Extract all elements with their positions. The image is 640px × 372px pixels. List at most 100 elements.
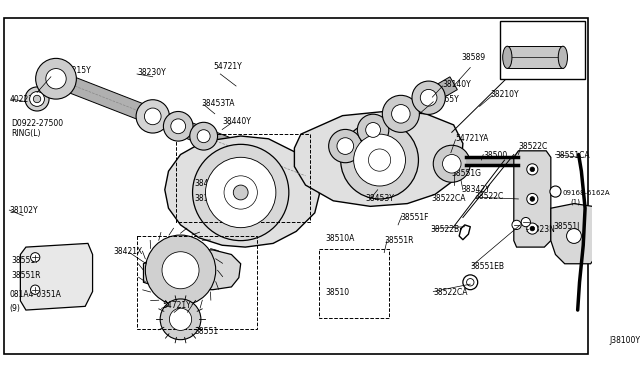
Text: (1): (1) xyxy=(570,199,580,205)
Circle shape xyxy=(46,68,66,89)
Circle shape xyxy=(145,235,216,305)
Circle shape xyxy=(512,220,521,230)
Circle shape xyxy=(337,138,354,154)
Text: 38342Y: 38342Y xyxy=(461,185,490,194)
Circle shape xyxy=(527,164,538,175)
Circle shape xyxy=(521,218,531,227)
Text: 38453Y: 38453Y xyxy=(195,179,223,187)
Text: 38522CA: 38522CA xyxy=(431,194,466,203)
Circle shape xyxy=(392,105,410,123)
Circle shape xyxy=(190,122,218,150)
Circle shape xyxy=(162,252,199,289)
Circle shape xyxy=(170,308,191,330)
Text: 38551P: 38551P xyxy=(11,256,40,265)
Circle shape xyxy=(329,129,362,163)
Polygon shape xyxy=(143,250,241,290)
Circle shape xyxy=(25,87,49,111)
Text: 38154Y: 38154Y xyxy=(226,216,255,225)
Text: 38453TA: 38453TA xyxy=(202,99,236,108)
Text: 38551: 38551 xyxy=(195,327,218,336)
Text: 38165Y: 38165Y xyxy=(431,95,460,104)
Text: 38140Y: 38140Y xyxy=(442,80,471,89)
Text: 54721Y: 54721Y xyxy=(213,62,242,71)
Circle shape xyxy=(29,92,44,106)
Circle shape xyxy=(550,186,561,197)
Text: 38551R: 38551R xyxy=(384,236,413,245)
Circle shape xyxy=(369,149,390,171)
Polygon shape xyxy=(514,151,551,247)
Circle shape xyxy=(234,185,248,200)
Circle shape xyxy=(412,81,445,115)
Circle shape xyxy=(171,119,186,134)
Circle shape xyxy=(530,197,534,201)
Text: 43215Y: 43215Y xyxy=(63,65,92,75)
Text: 38551EB: 38551EB xyxy=(470,262,504,271)
Polygon shape xyxy=(551,203,597,264)
Bar xyxy=(500,21,585,78)
Polygon shape xyxy=(311,77,458,170)
Text: 38500: 38500 xyxy=(483,151,508,160)
Text: 38551R: 38551R xyxy=(11,271,40,280)
Ellipse shape xyxy=(502,46,512,68)
Circle shape xyxy=(530,167,534,171)
Text: 38522C: 38522C xyxy=(518,142,548,151)
Circle shape xyxy=(33,95,41,103)
Text: C8520M: C8520M xyxy=(529,29,561,39)
Text: 09168-6162A: 09168-6162A xyxy=(563,190,611,196)
Circle shape xyxy=(382,95,419,132)
Circle shape xyxy=(136,100,170,133)
Polygon shape xyxy=(164,136,319,247)
Circle shape xyxy=(340,121,419,199)
Circle shape xyxy=(433,145,470,182)
Text: 38230Y: 38230Y xyxy=(137,67,166,77)
Bar xyxy=(466,157,518,165)
Circle shape xyxy=(163,112,193,141)
Text: 38120Y: 38120Y xyxy=(243,179,271,187)
Text: RING(L): RING(L) xyxy=(11,129,40,138)
Circle shape xyxy=(530,226,534,231)
Circle shape xyxy=(145,108,161,125)
Text: 081A4-0351A: 081A4-0351A xyxy=(9,290,61,299)
Text: 38323N: 38323N xyxy=(526,225,556,234)
Ellipse shape xyxy=(558,46,568,68)
Bar xyxy=(176,134,310,222)
Circle shape xyxy=(193,144,289,241)
Circle shape xyxy=(31,253,40,262)
Text: C8520M: C8520M xyxy=(502,21,533,30)
Circle shape xyxy=(527,223,538,234)
Text: 38551F: 38551F xyxy=(400,213,428,222)
Circle shape xyxy=(365,122,381,137)
Text: 54721Y: 54721Y xyxy=(162,301,191,310)
Text: 38421X: 38421X xyxy=(113,247,142,256)
Text: 38510: 38510 xyxy=(326,288,350,297)
Text: 38102Y: 38102Y xyxy=(9,206,38,215)
Text: 54721YA: 54721YA xyxy=(456,134,489,143)
Text: J38100YL: J38100YL xyxy=(609,336,640,345)
Text: 38551G: 38551G xyxy=(452,169,482,178)
Circle shape xyxy=(160,299,201,340)
Polygon shape xyxy=(48,69,308,183)
Circle shape xyxy=(31,285,40,294)
Text: 38551CA: 38551CA xyxy=(556,151,590,160)
Text: 40227Y: 40227Y xyxy=(9,95,38,104)
Text: 38522B: 38522B xyxy=(431,225,460,234)
Polygon shape xyxy=(294,111,463,206)
Text: 38210J: 38210J xyxy=(526,46,552,55)
Text: 38551J: 38551J xyxy=(554,222,580,231)
Circle shape xyxy=(357,114,389,146)
Circle shape xyxy=(354,134,406,186)
Bar xyxy=(137,236,257,328)
Circle shape xyxy=(420,89,437,106)
Text: D0922-27500: D0922-27500 xyxy=(11,119,63,128)
Text: 38210Y: 38210Y xyxy=(491,90,519,99)
Text: 38453Y: 38453Y xyxy=(365,194,394,203)
Circle shape xyxy=(36,58,76,99)
Text: 38100Y: 38100Y xyxy=(195,194,223,203)
Text: (9): (9) xyxy=(9,304,20,312)
Circle shape xyxy=(442,154,461,173)
Circle shape xyxy=(197,130,210,143)
Circle shape xyxy=(359,140,400,180)
Circle shape xyxy=(224,176,257,209)
Polygon shape xyxy=(20,243,93,310)
Bar xyxy=(319,249,389,318)
